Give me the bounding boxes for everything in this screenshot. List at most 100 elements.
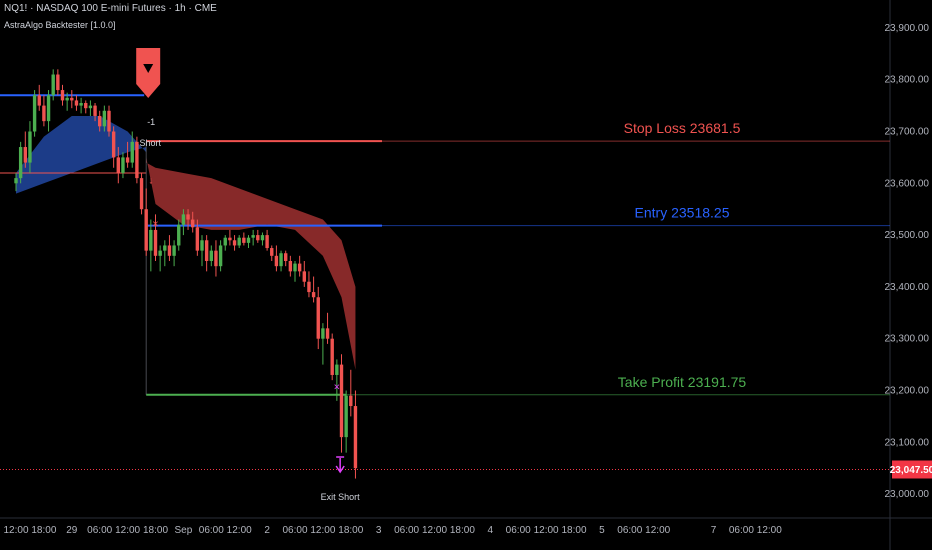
x-tick-label: 18:00 [450,525,475,536]
candle-body [270,248,274,256]
candle-body [32,95,37,132]
x-tick-label: 12:00 [645,525,670,536]
level-label: Take Profit 23191.75 [618,374,747,390]
candle-body [293,263,297,272]
candle-body [204,240,209,261]
candle-body [51,74,55,96]
candle-body [144,209,148,251]
position-size-label: -1 [147,117,155,127]
x-tick-label: 06:00 [729,525,754,536]
candle-body [14,178,18,184]
exit-cross-icon: × [334,382,340,394]
candle-body [149,229,153,251]
candle-body [316,297,320,339]
candle-body [46,95,51,122]
current-price-badge [892,460,932,479]
current-price-text: 23,047.50 [890,465,932,476]
candle-body [70,97,74,101]
candle-body [302,271,306,282]
x-tick-label: 2 [264,525,270,536]
candle-body [274,255,279,267]
x-tick-label: 12:00 [422,525,447,536]
candle-body [321,328,325,339]
candle-body [237,237,241,246]
candle-body [107,110,111,132]
y-tick-label: 23,900.00 [885,23,930,34]
candle-body [279,253,283,267]
y-tick-label: 23,200.00 [885,386,930,397]
x-tick-label: 06:00 [282,525,307,536]
candle-body [242,237,246,243]
candle-body [228,237,232,241]
candle-body [218,245,223,267]
candle-body [186,214,190,220]
candle-body [195,227,200,251]
candle-body [42,105,46,122]
level-label: Stop Loss 23681.5 [624,120,741,136]
candle-body [98,115,102,127]
candle-body [209,250,213,261]
x-tick-label: 06:00 [617,525,642,536]
candle-body [18,147,23,179]
y-tick-label: 23,800.00 [885,75,930,86]
x-tick-label: 12:00 [115,525,140,536]
candle-body [353,406,358,469]
x-tick-label: 06:00 [394,525,419,536]
x-tick-label: 18:00 [338,525,363,536]
candle-body [339,364,344,438]
candle-body [191,219,195,228]
y-tick-label: 23,600.00 [885,178,930,189]
x-tick-label: 06:00 [87,525,112,536]
candle-body [153,229,158,256]
candle-body [307,281,311,293]
candle-body [335,364,339,375]
symbol-title[interactable]: NQ1! · NASDAQ 100 E-mini Futures · 1h · … [4,3,217,14]
candle-body [344,395,348,438]
candle-body [172,245,176,256]
candle-body [181,214,186,225]
candle-body [214,250,218,267]
candle-body [232,240,237,246]
x-tick-label: Sep [175,525,193,536]
x-tick-label: 06:00 [199,525,224,536]
indicator-title[interactable]: AstraAlgo Backtester [1.0.0] [4,20,116,30]
candle-body [56,74,60,91]
entry-label: Short [139,138,161,148]
x-tick-label: 12:00 [310,525,335,536]
candle-body [93,105,97,116]
candle-body [284,253,288,261]
x-tick-label: 3 [376,525,382,536]
down-arrow-icon [143,64,154,73]
candle-body [125,157,130,163]
x-tick-label: 12:00 [534,525,559,536]
y-tick-label: 23,100.00 [885,437,930,448]
candle-body [167,245,172,256]
candle-body [121,157,125,173]
x-tick-label: 06:00 [506,525,531,536]
y-tick-label: 23,400.00 [885,282,930,293]
candle-body [135,141,139,179]
exit-up-arrow-icon[interactable] [335,458,345,474]
signal-arrow-icon: ↓ [148,175,153,186]
candle-body [265,235,269,249]
candle-body [251,235,255,238]
candle-body [200,240,204,251]
candle-body [260,235,265,241]
candle-body [311,292,316,298]
y-tick-label: 23,000.00 [885,489,930,500]
candle-body [158,250,162,256]
x-tick-label: 12:00 [227,525,252,536]
candle-body [130,141,134,163]
candle-body [163,245,167,251]
candle-body [288,261,293,272]
x-tick-label: 12:00 [757,525,782,536]
candle-body [74,100,79,106]
y-tick-label: 23,500.00 [885,230,930,241]
candle-body [139,178,144,210]
y-tick-label: 23,700.00 [885,127,930,138]
candle-body [88,105,93,109]
x-tick-label: 18:00 [31,525,56,536]
x-tick-label: 18:00 [143,525,168,536]
trend-cloud-bear [146,157,356,370]
